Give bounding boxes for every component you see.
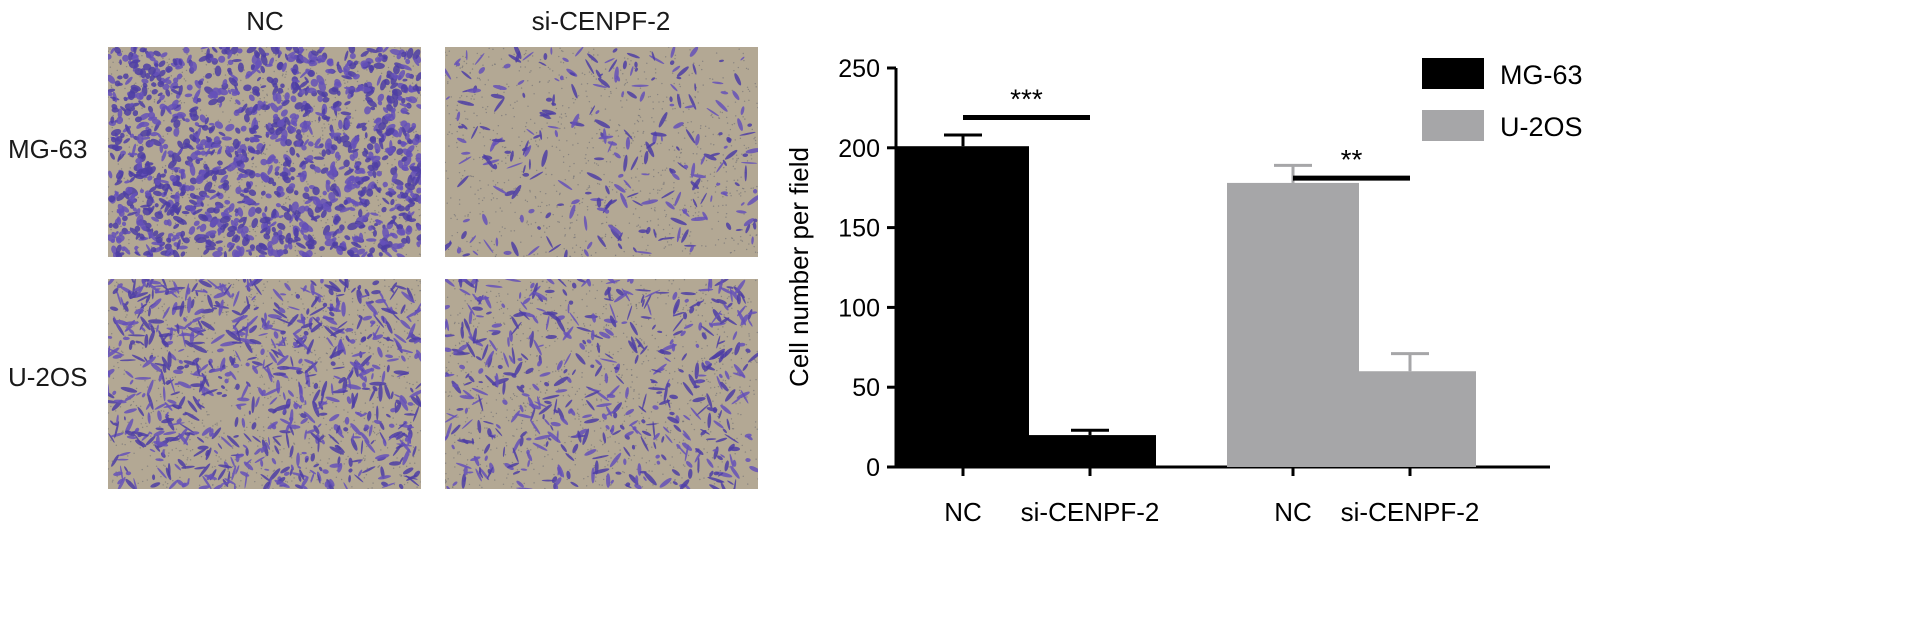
y-axis-title: Cell number per field	[784, 147, 814, 387]
y-tick-label: 250	[838, 55, 880, 83]
chart-bars: NC si-CENPF-2 *** NC si-CENPF-2 **	[897, 83, 1479, 527]
y-tick-label: 50	[852, 374, 880, 402]
significance-label: **	[1341, 144, 1363, 175]
micrograph-u2os-si-cenpf-2	[445, 279, 758, 489]
micrograph-mg63-si-cenpf-2	[445, 47, 758, 257]
bar-chart: 0 50 100 150 200 250 NC si-CENPF-2 *** NC si-CENP…	[784, 55, 1583, 527]
significance-label: ***	[1010, 83, 1043, 114]
x-tick-label: NC	[944, 497, 982, 527]
legend-label: U-2OS	[1500, 112, 1583, 142]
x-tick-label: NC	[1274, 497, 1312, 527]
bar	[897, 146, 1029, 468]
bar	[1024, 435, 1156, 467]
y-tick-label: 200	[838, 135, 880, 163]
column-label-nc: NC	[246, 6, 284, 36]
x-tick-label: si-CENPF-2	[1341, 497, 1480, 527]
y-tick-label: 100	[838, 294, 880, 322]
row-label-mg-63: MG-63	[8, 134, 88, 164]
y-tick-label: 150	[838, 215, 880, 243]
column-label-si-cenpf-2: si-CENPF-2	[531, 6, 671, 36]
bar	[1344, 371, 1476, 467]
micrograph-mg63-nc	[108, 47, 421, 257]
legend-swatch	[1422, 58, 1484, 89]
y-tick-label: 0	[866, 454, 880, 482]
x-tick-label: si-CENPF-2	[1021, 497, 1160, 527]
legend-label: MG-63	[1500, 60, 1583, 90]
legend-swatch	[1422, 110, 1484, 141]
bar	[1227, 182, 1359, 468]
micrograph-u2os-nc	[108, 279, 421, 489]
row-label-u-2os: U-2OS	[8, 362, 88, 392]
chart-legend: MG-63 U-2OS	[1422, 58, 1583, 142]
